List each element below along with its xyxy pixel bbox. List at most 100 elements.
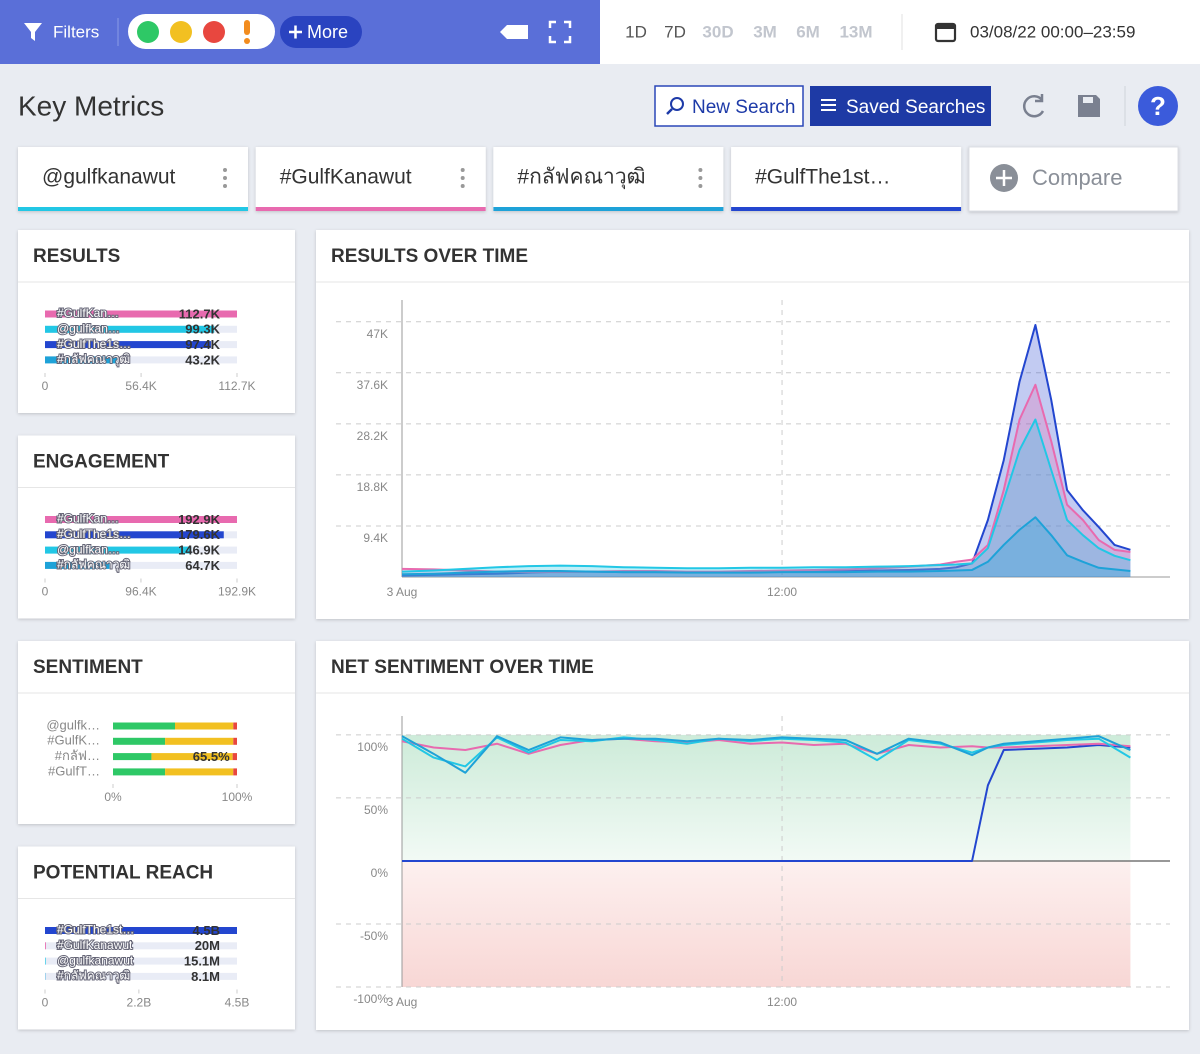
search-tab[interactable]: #GulfKanawut: [256, 147, 486, 211]
bar-value-label: 15.1M: [184, 954, 220, 969]
tab-underline: [256, 207, 486, 211]
button-label: Saved Searches: [846, 97, 985, 118]
card-title: RESULTS: [33, 246, 120, 267]
range-button: 3M: [753, 22, 777, 41]
save-icon-slot: [1083, 97, 1093, 103]
calendar-icon-top: [936, 24, 955, 29]
refresh-icon[interactable]: [1024, 94, 1043, 116]
bar-value-label: 179.6K: [178, 527, 221, 542]
search-tab[interactable]: #กลัฟคณาวุฒิ: [493, 147, 723, 211]
bar-category-label: #GulfThe1s…: [57, 337, 131, 351]
tab-menu-dot: [461, 168, 465, 172]
range-button[interactable]: 1D: [625, 22, 647, 41]
y-tick-label: 18.8K: [357, 480, 388, 494]
tab-underline: [18, 207, 248, 211]
tab-menu-dot: [223, 184, 227, 188]
x-tick-label: 0%: [104, 790, 122, 804]
help-label: ?: [1150, 91, 1166, 121]
bar-category-label: #GulfK…: [47, 733, 100, 748]
bar-category-label: #GulfKan…: [57, 512, 119, 526]
bar-segment: [233, 738, 237, 745]
filters-label: Filters: [53, 22, 99, 41]
y-tick-label: 9.4K: [363, 531, 388, 545]
tab-menu-dot: [698, 184, 702, 188]
bar-value-label: 192.9K: [178, 512, 221, 527]
bar-value-label: 97.4K: [185, 337, 220, 352]
x-tick-label: 0: [42, 996, 49, 1010]
range-button[interactable]: 7D: [664, 22, 686, 41]
tab-menu-dot: [698, 168, 702, 172]
bar-category-label: @gulfkan…: [57, 321, 120, 335]
bar-segment: [233, 723, 237, 730]
new-search-button[interactable]: New Search: [655, 86, 803, 126]
more-label: More: [307, 22, 348, 42]
bar-category-label: #กลัฟคณาวุฒิ: [57, 969, 130, 984]
y-tick-label: -50%: [360, 929, 388, 943]
bar-segment: [233, 768, 237, 775]
bar-value-label: 64.7K: [185, 558, 220, 573]
sentiment-filter[interactable]: [128, 14, 275, 49]
card-title: POTENTIAL REACH: [33, 863, 213, 884]
bar-value-label: 112.7K: [179, 306, 221, 321]
y-tick-label: 100%: [357, 740, 388, 754]
neutral-icon: [170, 21, 192, 43]
button-label: New Search: [692, 97, 796, 118]
tab-label: #GulfThe1st…: [755, 166, 890, 189]
bar-category-label: #กลัฟคณาวุฒิ: [57, 558, 130, 573]
bar-segment: [233, 753, 237, 760]
bar-segment: [165, 768, 233, 775]
card-title: ENGAGEMENT: [33, 452, 170, 473]
x-tick-label: 0: [42, 585, 49, 599]
saved-searches-button[interactable]: Saved Searches: [810, 86, 991, 126]
negative-icon: [203, 21, 225, 43]
x-tick-label: 4.5B: [225, 996, 250, 1010]
page-title: Key Metrics: [18, 90, 164, 121]
x-tick-label: 3 Aug: [387, 995, 418, 1009]
bar: [45, 958, 46, 965]
x-tick-label: 112.7K: [218, 379, 255, 393]
x-tick-label: 100%: [222, 790, 253, 804]
x-tick-label: 12:00: [767, 585, 797, 599]
tab-menu-dot: [223, 176, 227, 180]
more-button[interactable]: More: [280, 16, 362, 48]
bar-segment: [113, 753, 151, 760]
x-tick-label: 3 Aug: [387, 585, 418, 599]
bar-category-label: #กลัฟคณาวุฒิ: [57, 352, 130, 367]
alert-icon-dot: [244, 38, 250, 44]
bar-segment: [113, 768, 165, 775]
bar-category-label: #GulfT…: [48, 763, 100, 778]
card-title: SENTIMENT: [33, 657, 143, 678]
x-tick-label: 192.9K: [218, 585, 256, 599]
bar-value-label: 4.5B: [193, 923, 220, 938]
search-tab[interactable]: @gulfkanawut: [18, 147, 248, 211]
bar-category-label: #GulfThe1s…: [57, 527, 131, 541]
card-title: NET SENTIMENT OVER TIME: [331, 657, 594, 678]
tab-menu-dot: [223, 168, 227, 172]
y-tick-label: 0%: [371, 866, 389, 880]
bar-category-label: @gulfk…: [46, 717, 100, 732]
card-title: RESULTS OVER TIME: [331, 246, 528, 267]
y-tick-label: -100%: [353, 992, 388, 1006]
x-tick-label: 96.4K: [125, 585, 156, 599]
x-tick-label: 2.2B: [127, 996, 152, 1010]
tab-label: @gulfkanawut: [42, 166, 176, 189]
y-tick-label: 28.2K: [357, 429, 388, 443]
help-button[interactable]: ?: [1138, 86, 1178, 126]
compare-button[interactable]: Compare: [969, 147, 1178, 211]
compare-label: Compare: [1032, 165, 1122, 190]
bar-value-label: 65.5%: [193, 749, 230, 764]
bar-segment: [165, 738, 233, 745]
bar-value-label: 99.3K: [185, 322, 220, 337]
bar-value-label: 146.9K: [178, 543, 221, 558]
y-tick-label: 47K: [367, 327, 388, 341]
bar: [45, 942, 46, 949]
bar-category-label: #กลัฟ…: [55, 748, 100, 763]
x-tick-label: 12:00: [767, 995, 797, 1009]
bar-category-label: #GulfKanawut: [57, 938, 133, 952]
bar-segment: [113, 723, 175, 730]
tab-underline: [493, 207, 723, 211]
range-button: 13M: [839, 22, 872, 41]
search-tab[interactable]: #GulfThe1st…: [731, 147, 961, 211]
tab-label: #กลัฟคณาวุฒิ: [517, 166, 645, 190]
